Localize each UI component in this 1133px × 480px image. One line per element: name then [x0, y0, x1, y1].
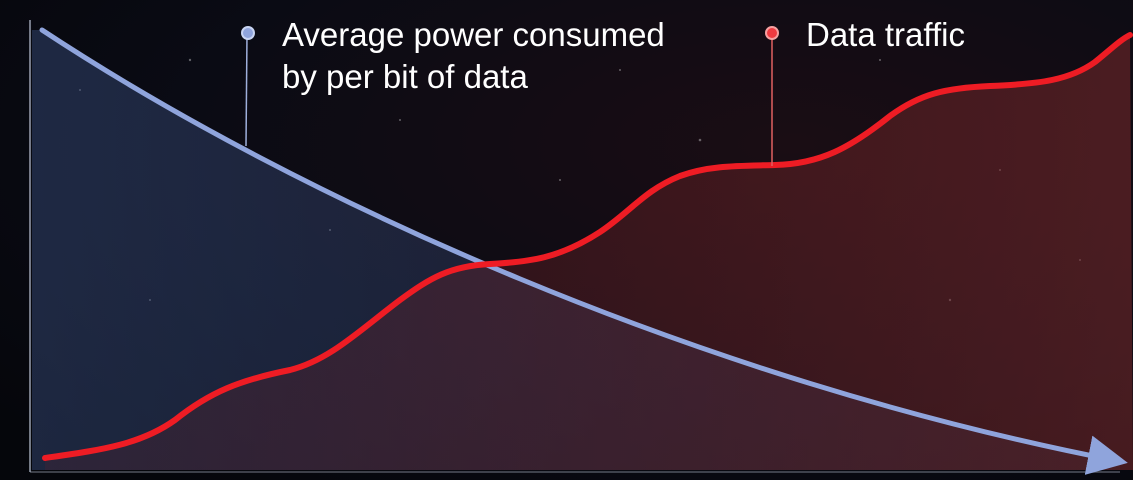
legend-leader	[245, 32, 248, 147]
legend-label: Data traffic	[806, 16, 965, 53]
power-curve	[39, 27, 1128, 475]
legend-dot	[765, 26, 779, 40]
legend-label: Average power consumed	[282, 16, 665, 53]
traffic-curve	[42, 32, 1133, 461]
legend-dot	[241, 26, 255, 40]
legend-label: by per bit of data	[282, 58, 528, 95]
power-area	[32, 30, 1120, 470]
